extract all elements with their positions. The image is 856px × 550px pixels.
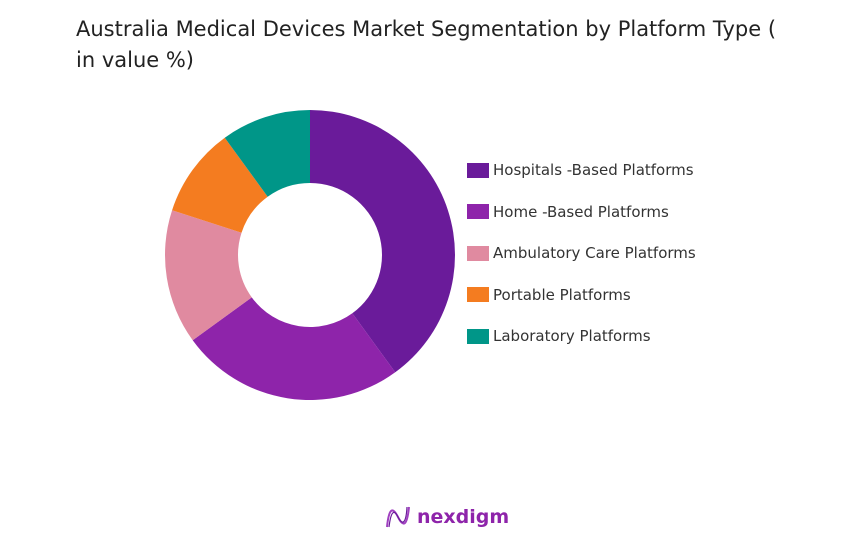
legend-item: Portable Platforms bbox=[467, 285, 696, 305]
legend-item: Laboratory Platforms bbox=[467, 326, 696, 346]
legend-item: Hospitals -Based Platforms bbox=[467, 160, 696, 180]
legend-label: Ambulatory Care Platforms bbox=[493, 244, 696, 262]
nexdigm-logo-icon bbox=[386, 506, 410, 528]
donut-slice-home-based-platforms bbox=[192, 297, 396, 400]
donut-slice-laboratory-platforms bbox=[224, 110, 310, 197]
donut-slice-portable-platforms bbox=[172, 137, 268, 233]
legend-label: Home -Based Platforms bbox=[493, 202, 669, 221]
legend-label: Hospitals -Based Platforms bbox=[493, 161, 694, 179]
brand-logo: nexdigm bbox=[385, 505, 509, 529]
legend-swatch bbox=[467, 287, 489, 302]
donut-slice-hospitals-based-platforms bbox=[310, 110, 455, 373]
legend-label: Laboratory Platforms bbox=[493, 327, 651, 345]
brand-name: nexdigm bbox=[417, 506, 510, 528]
legend-swatch bbox=[467, 162, 489, 178]
donut-slice-ambulatory-care-platforms bbox=[165, 210, 252, 341]
chart-title: Australia Medical Devices Market Segment… bbox=[76, 17, 777, 72]
legend-swatch bbox=[467, 245, 489, 261]
legend-label: Portable Platforms bbox=[493, 285, 631, 304]
legend-swatch bbox=[467, 328, 489, 344]
legend-item: Ambulatory Care Platforms bbox=[467, 243, 696, 263]
legend: Hospitals -Based Platforms Home -Based Pl… bbox=[467, 160, 696, 368]
legend-swatch bbox=[467, 204, 489, 219]
legend-item: Home -Based Platforms bbox=[467, 202, 696, 222]
